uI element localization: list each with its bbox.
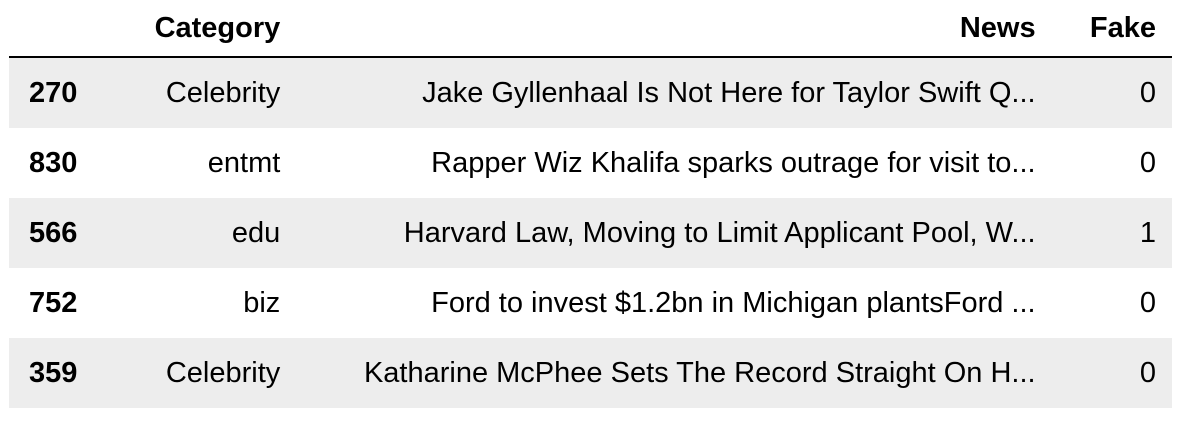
table-header: Category News Fake — [9, 0, 1172, 58]
table-row: 566 edu Harvard Law, Moving to Limit App… — [9, 198, 1172, 268]
fake-cell: 0 — [1035, 57, 1172, 128]
row-index: 752 — [9, 268, 122, 338]
table-row: 270 Celebrity Jake Gyllenhaal Is Not Her… — [9, 57, 1172, 128]
category-cell: Celebrity — [121, 57, 281, 128]
table-row: 830 entmt Rapper Wiz Khalifa sparks outr… — [9, 128, 1172, 198]
fake-cell: 0 — [1035, 338, 1172, 408]
row-index: 359 — [9, 338, 122, 408]
news-cell: Rapper Wiz Khalifa sparks outrage for vi… — [280, 128, 1036, 198]
header-fake: Fake — [1035, 0, 1172, 58]
news-cell: Jake Gyllenhaal Is Not Here for Taylor S… — [280, 57, 1036, 128]
table-body: 270 Celebrity Jake Gyllenhaal Is Not Her… — [9, 57, 1172, 408]
header-row: Category News Fake — [9, 0, 1172, 58]
category-cell: Celebrity — [121, 338, 281, 408]
header-category: Category — [121, 0, 281, 58]
header-news: News — [280, 0, 1036, 58]
category-cell: biz — [121, 268, 281, 338]
dataframe-table: Category News Fake 270 Celebrity Jake Gy… — [9, 0, 1172, 408]
category-cell: edu — [121, 198, 281, 268]
news-cell: Harvard Law, Moving to Limit Applicant P… — [280, 198, 1036, 268]
news-cell: Katharine McPhee Sets The Record Straigh… — [280, 338, 1036, 408]
table-row: 359 Celebrity Katharine McPhee Sets The … — [9, 338, 1172, 408]
table-row: 752 biz Ford to invest $1.2bn in Michiga… — [9, 268, 1172, 338]
row-index: 270 — [9, 57, 122, 128]
category-cell: entmt — [121, 128, 281, 198]
fake-cell: 0 — [1035, 268, 1172, 338]
fake-cell: 1 — [1035, 198, 1172, 268]
row-index: 830 — [9, 128, 122, 198]
row-index: 566 — [9, 198, 122, 268]
fake-cell: 0 — [1035, 128, 1172, 198]
header-index — [9, 0, 122, 58]
news-cell: Ford to invest $1.2bn in Michigan plants… — [280, 268, 1036, 338]
